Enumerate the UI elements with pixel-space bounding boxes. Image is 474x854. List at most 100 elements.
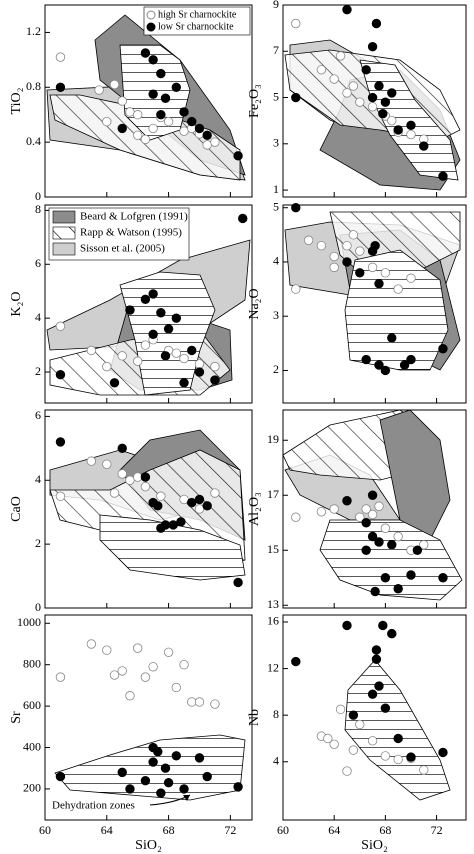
point	[291, 18, 301, 29]
point	[117, 123, 127, 134]
point	[380, 573, 391, 583]
field-horizontal	[54, 734, 246, 801]
y-tick-label: 6	[35, 408, 41, 422]
legend-label: high Sr charnockite	[158, 9, 237, 20]
point	[163, 647, 174, 657]
point	[194, 753, 205, 763]
point	[168, 520, 178, 530]
point	[55, 370, 66, 380]
point	[355, 246, 365, 256]
point	[194, 494, 205, 505]
point	[342, 88, 352, 98]
point	[393, 754, 403, 765]
y-tick-label: 0.4	[26, 134, 41, 148]
point	[361, 518, 371, 528]
point	[329, 74, 339, 84]
point	[171, 751, 182, 761]
point	[406, 273, 416, 283]
plot-frame	[282, 614, 467, 821]
point	[109, 378, 120, 388]
point	[374, 537, 384, 547]
point	[367, 262, 378, 273]
x-axis-label: SiO₂	[135, 838, 162, 853]
point	[291, 284, 301, 294]
y-axis-label: K₂O	[9, 291, 24, 316]
point	[380, 268, 391, 278]
y-tick-label: 15	[267, 542, 279, 556]
y-tick-label: 1000	[17, 615, 41, 629]
point	[109, 79, 120, 90]
point	[160, 93, 171, 103]
point	[202, 501, 212, 511]
field-dark	[379, 409, 451, 541]
point	[187, 345, 197, 356]
y-tick-label: 3	[273, 308, 279, 322]
point	[156, 491, 166, 501]
field-horizontal	[344, 249, 449, 371]
y-axis-label: Na₂O	[247, 288, 262, 319]
point	[419, 540, 429, 550]
point	[367, 490, 378, 500]
plot-frame	[44, 4, 253, 198]
plot-frame	[44, 614, 253, 821]
point	[303, 235, 314, 245]
point	[393, 733, 403, 744]
point	[55, 82, 66, 92]
point	[176, 517, 186, 527]
point	[194, 504, 205, 514]
point	[438, 171, 448, 181]
y-tick-label: 5	[273, 89, 279, 103]
legend-box	[143, 6, 251, 36]
point	[153, 501, 163, 511]
annotation: Dehydration zones	[52, 800, 135, 812]
point	[380, 523, 391, 533]
point	[117, 443, 127, 454]
point	[148, 289, 158, 299]
point	[233, 151, 243, 161]
y-tick-label: 19	[267, 432, 279, 446]
point	[380, 751, 391, 761]
point	[412, 545, 423, 555]
point	[378, 109, 388, 119]
x-tick-label: 64	[328, 823, 340, 837]
plot-frame	[44, 204, 253, 404]
point	[86, 456, 97, 466]
y-tick-label: 4	[273, 754, 279, 768]
y-tick-label: 13	[267, 597, 279, 611]
point	[102, 361, 112, 372]
point	[210, 361, 220, 372]
plot-frame	[44, 409, 253, 609]
point	[233, 782, 243, 792]
legend-label: Rapp & Watson (1995)	[80, 227, 182, 239]
point	[94, 85, 104, 95]
point	[202, 140, 212, 150]
point	[387, 115, 397, 126]
point	[393, 125, 403, 135]
plot-frame	[282, 4, 467, 198]
y-tick-label: 4	[35, 310, 41, 324]
point	[355, 719, 365, 730]
point	[361, 354, 371, 365]
y-tick-label: 4	[273, 254, 279, 268]
point	[132, 110, 143, 120]
legend-label: Sisson et al. (2005)	[80, 243, 165, 255]
y-tick-label: 5	[273, 199, 279, 213]
point	[374, 501, 384, 511]
point	[329, 504, 339, 514]
point	[406, 129, 416, 140]
point	[179, 126, 189, 136]
y-tick-label: 2	[35, 536, 41, 550]
point	[156, 523, 166, 533]
y-tick-label: 3	[273, 136, 279, 150]
point	[117, 351, 127, 361]
y-tick-label: 4	[35, 472, 41, 486]
x-axis-label: SiO₂	[361, 838, 388, 853]
point	[438, 344, 448, 354]
point	[86, 639, 97, 649]
point	[380, 365, 391, 376]
point	[342, 240, 352, 251]
point	[291, 656, 301, 667]
point	[140, 672, 151, 682]
point	[348, 745, 359, 755]
